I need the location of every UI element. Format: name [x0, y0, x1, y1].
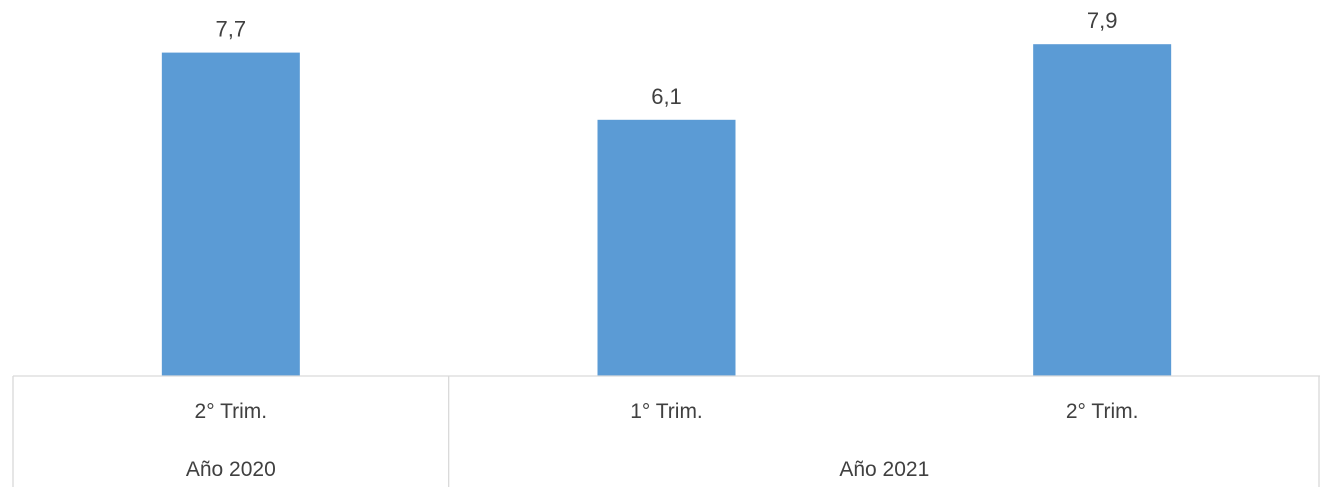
group-label: Año 2020 — [186, 458, 276, 481]
category-label: 2° Trim. — [1066, 400, 1139, 423]
bar — [597, 119, 736, 377]
bar — [161, 52, 300, 376]
bar — [1033, 44, 1172, 376]
data-label: 7,9 — [1087, 8, 1118, 33]
group-labels-layer: Año 2020 Año 2021 — [186, 458, 929, 481]
category-label: 1° Trim. — [630, 400, 703, 423]
category-labels-layer: 2° Trim. 1° Trim. 2° Trim. — [195, 400, 1139, 423]
group-label: Año 2021 — [839, 458, 929, 481]
data-labels-layer: 7,7 6,1 7,9 — [216, 8, 1118, 109]
category-label: 2° Trim. — [195, 400, 268, 423]
data-label: 7,7 — [216, 17, 247, 42]
data-label: 6,1 — [651, 84, 682, 109]
bars-layer — [161, 44, 1172, 377]
category-axis — [12, 375, 1320, 487]
